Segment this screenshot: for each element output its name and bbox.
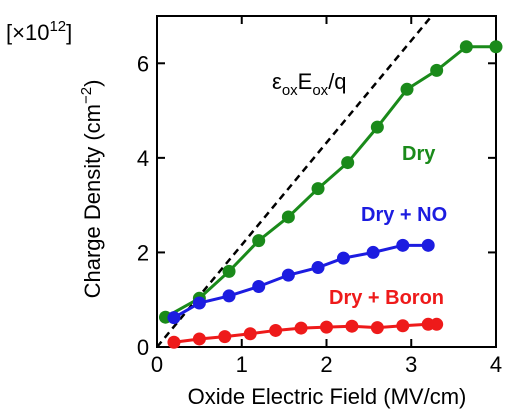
y-axis-label-close: ) (80, 80, 105, 87)
axis-ticks: 0 1 2 3 4 0 2 4 6 (137, 16, 502, 377)
y-tick-label: 2 (137, 240, 149, 265)
reference-label-e: E (298, 69, 313, 94)
data-point-dry-no (192, 296, 206, 310)
data-point-dry-boron (370, 321, 384, 335)
data-point-dry-boron (243, 327, 257, 341)
data-point-dry-boron (430, 317, 444, 331)
reference-line-group: εoxEox/q (156, 15, 433, 348)
data-point-dry-no (167, 311, 181, 325)
data-point-dry-no (421, 238, 435, 252)
y-tick-label: 6 (137, 51, 149, 76)
series-layer (158, 40, 503, 349)
data-point-dry-boron (345, 319, 359, 333)
x-tick-label: 4 (490, 352, 502, 377)
series-line-dry-no (173, 243, 429, 319)
series-label-dry-boron: Dry + Boron (329, 287, 444, 309)
data-point-dry-no (311, 261, 325, 275)
data-point-dry (430, 63, 444, 77)
y-axis-label-main: Charge Density (cm (80, 104, 105, 298)
data-point-dry-boron (269, 323, 283, 337)
y-axis-label: Charge Density (cm−2) (78, 80, 105, 299)
reference-line-label: εoxEox/q (272, 69, 347, 99)
multiplier-open: [×10 (6, 20, 49, 45)
data-point-dry-no (222, 289, 236, 303)
y-tick-label: 0 (137, 335, 149, 360)
data-point-dry-boron (294, 321, 308, 335)
data-point-dry-no (366, 245, 380, 259)
reference-label-eps: ε (272, 69, 282, 94)
data-point-dry-boron (167, 335, 181, 349)
x-tick-label: 1 (236, 352, 248, 377)
data-point-dry-no (336, 251, 350, 265)
x-tick-label: 0 (151, 352, 163, 377)
data-point-dry (252, 234, 266, 248)
reference-label-sub1: ox (282, 82, 298, 99)
y-tick-label: 4 (137, 146, 149, 171)
reference-label-sub2: ox (312, 82, 328, 99)
data-point-dry-no (281, 268, 295, 282)
multiplier-close: ] (66, 20, 72, 45)
data-point-dry-boron (320, 320, 333, 334)
data-point-dry (400, 82, 414, 96)
data-point-dry (222, 264, 236, 278)
y-axis-label-exp: −2 (78, 87, 95, 104)
data-point-dry (459, 40, 473, 54)
data-point-dry-no (396, 238, 410, 252)
data-point-dry (370, 120, 384, 134)
data-point-dry-boron (396, 319, 410, 333)
data-point-dry (341, 156, 355, 170)
multiplier-exp: 12 (49, 18, 66, 35)
data-point-dry (489, 40, 503, 54)
x-tick-label: 2 (320, 352, 332, 377)
series-label-dry: Dry (402, 143, 436, 165)
multiplier-label: [×1012] (6, 18, 72, 45)
data-point-dry-boron (192, 332, 206, 346)
x-axis-label: Oxide Electric Field (MV/cm) (188, 384, 467, 409)
data-point-dry-no (252, 279, 266, 293)
x-tick-label: 3 (405, 352, 417, 377)
data-point-dry (311, 182, 325, 196)
series-label-dry-no: Dry + NO (361, 204, 447, 226)
data-point-dry (281, 210, 295, 224)
data-point-dry-boron (218, 330, 232, 344)
reference-label-rest: /q (328, 69, 346, 94)
